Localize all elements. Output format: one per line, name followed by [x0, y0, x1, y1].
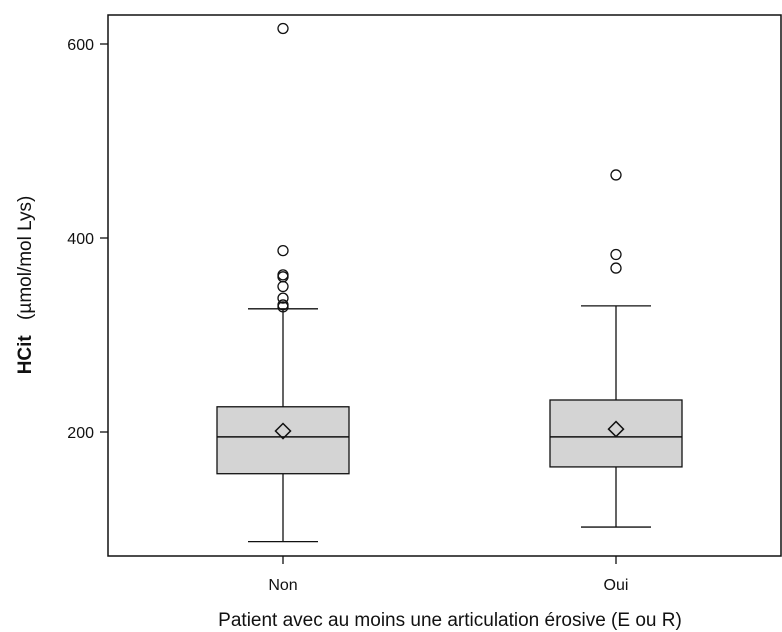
mean-marker-oui	[607, 420, 625, 438]
outlier-oui-0	[610, 169, 622, 181]
outlier-non-5	[277, 292, 289, 304]
outlier-non-0	[277, 22, 289, 35]
boxes-layer	[216, 22, 683, 543]
y-axis-title-unit: (µmol/mol Lys)	[15, 196, 36, 320]
x-axis: Non Oui	[268, 556, 628, 594]
y-axis: 200 400 600	[67, 37, 108, 442]
outlier-oui-1	[610, 248, 622, 261]
x-tick-label-non: Non	[268, 577, 297, 594]
iqr-box-oui	[549, 399, 683, 468]
y-tick-label-400: 400	[67, 231, 94, 248]
outlier-non-7	[277, 301, 289, 313]
x-axis-title: Patient avec au moins une articulation é…	[218, 610, 682, 631]
box-group-oui	[549, 169, 683, 528]
outlier-non-4	[277, 280, 289, 293]
y-tick-label-200: 200	[67, 425, 94, 442]
box-group-non	[216, 22, 350, 543]
y-axis-title-main: HCit	[15, 335, 36, 375]
mean-marker-non	[274, 422, 292, 440]
plot-frame	[107, 14, 782, 557]
y-axis-title: HCit (µmol/mol Lys)	[15, 196, 36, 375]
outlier-oui-2	[610, 262, 622, 274]
iqr-box-non	[216, 406, 350, 475]
y-tick-label-600: 600	[67, 37, 94, 54]
outlier-non-1	[277, 244, 289, 257]
x-tick-label-oui: Oui	[604, 577, 629, 594]
